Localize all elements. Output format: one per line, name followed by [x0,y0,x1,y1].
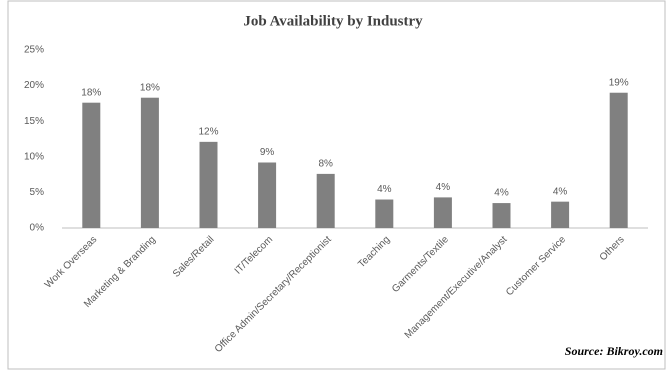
value-label: 4% [553,186,568,197]
x-tick-label: Garments/Textile [390,234,451,295]
bar [316,173,335,228]
value-label: 18% [140,82,160,93]
value-label: 4% [436,182,451,193]
y-tick-label: 0% [30,223,45,234]
y-tick-label: 25% [24,45,44,56]
value-label: 18% [81,87,101,98]
bar [375,199,394,228]
bar [258,162,277,228]
bar [82,102,101,228]
value-label: 8% [318,159,333,170]
x-tick-label: IT/Telecom [233,234,275,276]
bar [492,203,511,228]
value-label: 12% [198,126,218,137]
bar [433,197,452,228]
x-tick-label: Teaching [356,234,392,270]
chart-frame [7,0,666,370]
value-label: 9% [260,147,275,158]
x-tick-label: Others [598,234,627,263]
bar [140,97,159,228]
y-tick-label: 5% [30,187,45,198]
bar [199,141,218,228]
y-tick-label: 10% [24,151,44,162]
y-tick-label: 20% [24,80,44,91]
x-tick-label: Office Admin/Secretary/Receptionist [213,234,334,355]
x-tick-label: Sales/Retail [171,234,217,280]
bar [609,92,628,228]
value-label: 19% [609,77,629,88]
x-tick-label: Work Overseas [43,234,99,290]
value-label: 4% [494,188,509,199]
x-tick-label: Management/Executive/Analyst [403,234,510,341]
value-label: 4% [377,184,392,195]
x-tick-label: Customer Service [504,234,568,298]
chart-title: Job Availability by Industry [243,13,423,29]
bar [551,201,570,228]
source: Source: Bikroy.com [565,344,663,358]
y-tick-label: 15% [24,116,44,127]
